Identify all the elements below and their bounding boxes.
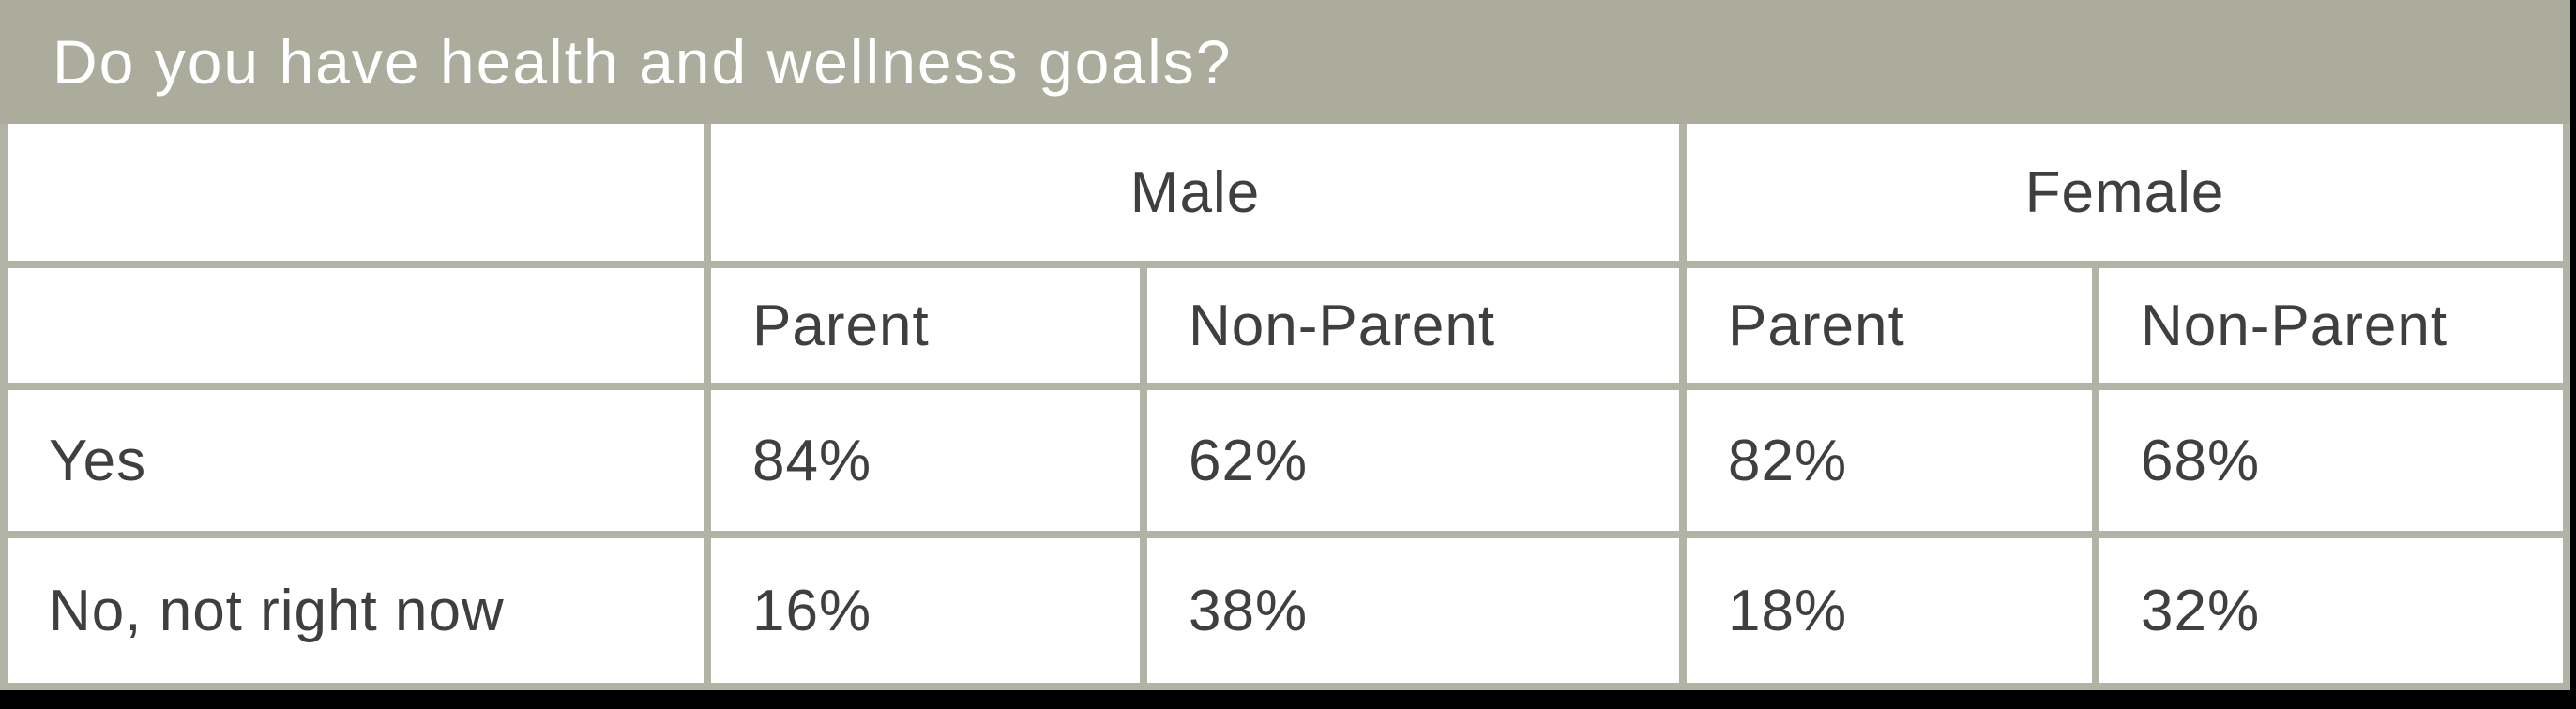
corner-cell-top (8, 124, 704, 261)
col-header-male-parent: Parent (711, 268, 1140, 383)
col-header-female-nonparent: Non-Parent (2099, 268, 2563, 383)
value-no-female-parent: 18% (1687, 538, 2092, 683)
row-label-no: No, not right now (8, 538, 704, 683)
value-yes-female-parent: 82% (1687, 390, 2092, 531)
col-group-female: Female (1687, 124, 2563, 261)
value-no-female-nonparent: 32% (2099, 538, 2563, 683)
col-header-female-parent: Parent (1687, 268, 2092, 383)
value-yes-male-parent: 84% (711, 390, 1140, 531)
col-header-male-nonparent: Non-Parent (1147, 268, 1679, 383)
value-no-male-nonparent: 38% (1147, 538, 1679, 683)
value-yes-male-nonparent: 62% (1147, 390, 1679, 531)
row-label-yes: Yes (8, 390, 704, 531)
col-group-male: Male (711, 124, 1679, 261)
value-no-male-parent: 16% (711, 538, 1140, 683)
value-yes-female-nonparent: 68% (2099, 390, 2563, 531)
table-title-bar: Do you have health and wellness goals? (0, 0, 2570, 124)
data-grid: Male Female Parent Non-Parent Parent Non… (0, 124, 2570, 690)
table-title: Do you have health and wellness goals? (53, 27, 1233, 97)
corner-cell-sub (8, 268, 704, 383)
survey-table: Do you have health and wellness goals? M… (0, 0, 2570, 690)
